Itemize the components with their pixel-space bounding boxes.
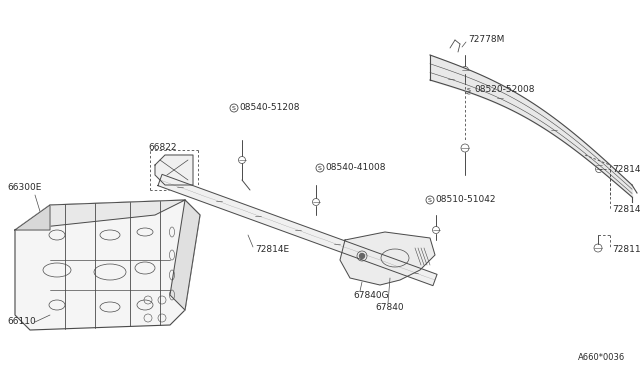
Text: S: S — [467, 87, 471, 93]
Circle shape — [360, 253, 365, 259]
Text: 66822: 66822 — [148, 144, 177, 153]
Text: 72814: 72814 — [612, 166, 640, 174]
Text: 08520-52008: 08520-52008 — [474, 86, 534, 94]
Text: 72814F: 72814F — [612, 205, 640, 215]
Text: 72778M: 72778M — [468, 35, 504, 45]
Text: 08510-51042: 08510-51042 — [435, 196, 495, 205]
Text: S: S — [318, 166, 322, 170]
Text: S: S — [232, 106, 236, 110]
Polygon shape — [15, 200, 185, 230]
Text: 66110: 66110 — [7, 317, 36, 327]
Text: 08540-51208: 08540-51208 — [239, 103, 300, 112]
Text: S: S — [428, 198, 432, 202]
Polygon shape — [15, 200, 200, 330]
Text: 72811E: 72811E — [612, 246, 640, 254]
Polygon shape — [155, 155, 193, 185]
Text: 66300E: 66300E — [7, 183, 42, 192]
Text: 67840: 67840 — [375, 302, 404, 311]
Text: A660*0036: A660*0036 — [578, 353, 625, 362]
Polygon shape — [15, 205, 50, 230]
Polygon shape — [158, 174, 437, 286]
Polygon shape — [340, 232, 435, 285]
Polygon shape — [170, 200, 200, 310]
Text: 67840G: 67840G — [353, 291, 388, 299]
Text: 72814E: 72814E — [255, 246, 289, 254]
Text: 08540-41008: 08540-41008 — [325, 164, 385, 173]
